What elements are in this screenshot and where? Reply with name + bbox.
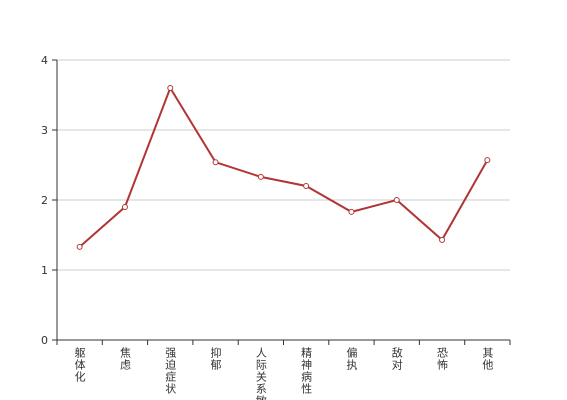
line [78,85,489,248]
x-tick-label: 躯体化 [73,347,86,383]
point [348,208,355,215]
point [484,157,491,164]
point [393,197,400,203]
x-tick-label: 偏执 [345,346,358,371]
y-tick-label: 3 [41,124,48,137]
x-tick-label: 抑郁 [209,346,222,371]
y-tick-label: 4 [41,54,48,67]
x-tick-label: 恐怖 [436,347,449,371]
point [167,85,174,91]
point [439,236,446,243]
y-tick-label: 1 [41,264,48,277]
y-tick-label: 0 [41,334,48,347]
point [303,183,310,189]
x-tick-label: 人际关系敏感 [254,347,267,400]
x-tick-label: 焦虑 [118,347,131,371]
x-tick-label: 其他 [481,347,494,371]
point [212,159,219,166]
point [121,204,128,210]
point [76,243,83,250]
x-tick-label: 强迫症状 [164,347,177,395]
y-tick-label: 2 [41,194,48,207]
x-tick-label: 敌对 [390,346,403,371]
x-tick-label: 精神病性 [300,347,313,395]
point [257,173,264,180]
